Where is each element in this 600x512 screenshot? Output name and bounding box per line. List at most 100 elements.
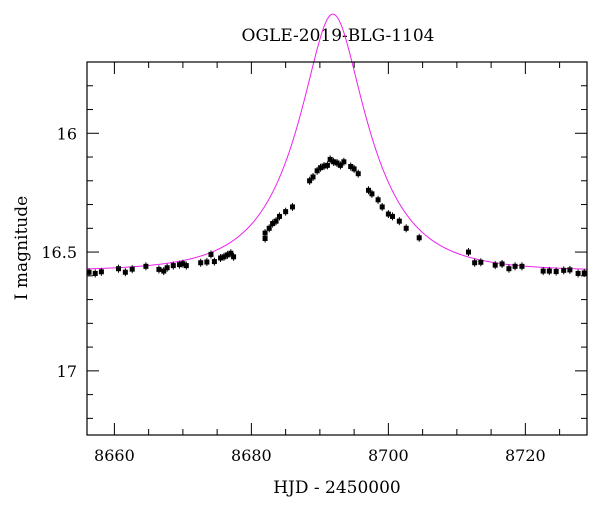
point-marker	[567, 267, 573, 273]
chart-title: OGLE-2019-BLG-1104	[242, 26, 435, 46]
point-marker	[204, 259, 210, 265]
point-marker	[310, 174, 316, 180]
point-marker	[581, 270, 587, 276]
point-marker	[143, 263, 149, 269]
data-point	[161, 267, 167, 276]
point-marker	[270, 221, 276, 227]
data-point	[546, 267, 552, 276]
point-marker	[116, 266, 122, 272]
data-point	[156, 265, 162, 274]
data-point	[369, 189, 375, 198]
point-marker	[92, 270, 98, 276]
point-marker	[331, 159, 337, 165]
point-marker	[86, 269, 92, 275]
point-marker	[472, 260, 478, 266]
point-marker	[156, 266, 162, 272]
point-marker	[337, 162, 343, 168]
point-marker	[369, 191, 375, 197]
data-point	[122, 268, 128, 277]
data-point	[218, 254, 224, 263]
data-point	[262, 229, 268, 238]
point-marker	[396, 218, 402, 224]
point-marker	[385, 211, 391, 217]
data-point	[366, 186, 372, 195]
data-point	[540, 267, 546, 276]
point-marker	[228, 250, 234, 256]
data-point	[466, 248, 472, 257]
data-point	[98, 267, 104, 276]
point-marker	[540, 268, 546, 274]
point-marker	[161, 268, 167, 274]
data-point	[512, 262, 518, 271]
point-marker	[283, 209, 289, 215]
data-point	[553, 267, 559, 276]
point-marker	[266, 225, 272, 231]
point-marker	[519, 263, 525, 269]
data-point	[314, 166, 320, 175]
point-marker	[499, 261, 505, 267]
point-marker	[334, 160, 340, 166]
point-marker	[273, 218, 279, 224]
data-point	[231, 252, 237, 261]
point-marker	[403, 225, 409, 231]
point-marker	[122, 269, 128, 275]
data-point	[273, 217, 279, 226]
data-point	[375, 195, 381, 204]
data-point	[143, 262, 149, 271]
data-point	[561, 266, 567, 275]
data-point	[327, 155, 333, 164]
x-tick-label: 8700	[368, 446, 409, 465]
point-marker	[575, 270, 581, 276]
data-point	[276, 212, 282, 221]
point-marker	[211, 259, 217, 265]
point-marker	[351, 166, 357, 172]
point-marker	[307, 178, 313, 184]
point-marker	[276, 213, 282, 219]
point-marker	[129, 266, 135, 272]
data-point	[389, 212, 395, 221]
data-point	[228, 249, 234, 258]
data-point	[341, 157, 347, 166]
data-point	[478, 258, 484, 267]
data-point	[379, 202, 385, 211]
data-point	[385, 210, 391, 219]
point-marker	[180, 261, 186, 267]
data-point	[348, 162, 354, 171]
y-tick-label: 16	[57, 124, 77, 143]
x-tick-labels: 8660 8680 8700 8720	[94, 446, 546, 465]
point-marker	[553, 269, 559, 275]
point-marker	[512, 263, 518, 269]
point-marker	[262, 236, 268, 242]
point-marker	[98, 269, 104, 275]
x-tick-label: 8720	[505, 446, 546, 465]
data-point	[318, 163, 324, 172]
point-marker	[492, 262, 498, 268]
data-point	[92, 269, 98, 278]
data-point	[331, 157, 337, 166]
point-marker	[546, 268, 552, 274]
data-point	[355, 169, 361, 178]
model-curve-group	[86, 13, 588, 270]
data-point	[208, 250, 214, 259]
data-point	[183, 261, 189, 270]
data-points	[86, 155, 587, 278]
data-point	[321, 162, 327, 171]
data-point	[403, 224, 409, 233]
data-point	[270, 219, 276, 228]
point-marker	[176, 262, 182, 268]
data-point	[310, 172, 316, 181]
data-point	[289, 202, 295, 211]
point-marker	[289, 204, 295, 210]
data-point	[224, 250, 230, 259]
data-point	[351, 164, 357, 173]
y-tick-labels: 16 16.5 17	[41, 124, 77, 381]
model-curve	[86, 13, 588, 270]
point-marker	[416, 235, 422, 241]
data-point	[283, 207, 289, 216]
point-marker	[389, 213, 395, 219]
point-marker	[466, 249, 472, 255]
data-point	[164, 263, 170, 272]
point-marker	[506, 266, 512, 272]
point-marker	[355, 171, 361, 177]
data-point	[519, 262, 525, 271]
